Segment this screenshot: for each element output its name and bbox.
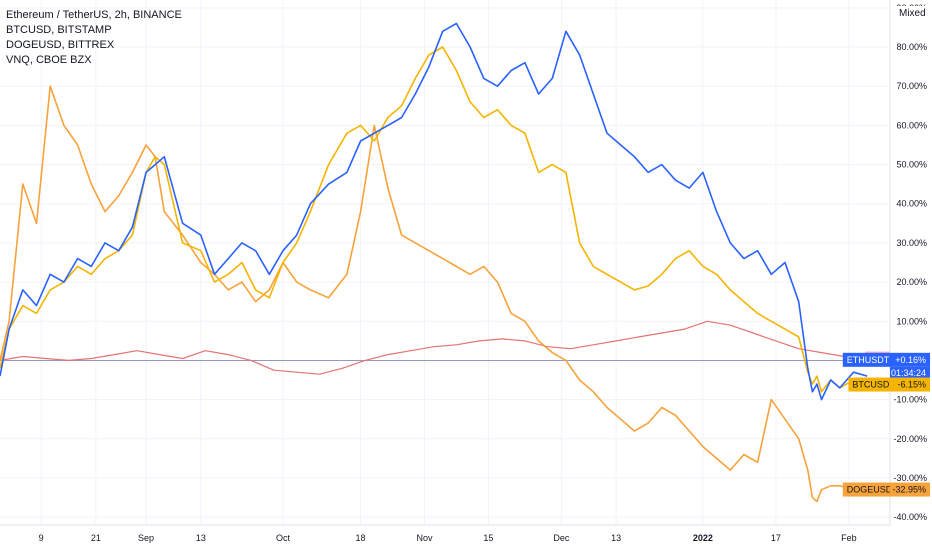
x-tick-label: 9: [39, 533, 44, 543]
y-tick-label: 50.00%: [896, 160, 927, 170]
y-tick-label: -10.00%: [893, 395, 927, 405]
badge-name-bg: [842, 482, 890, 497]
x-tick-label: 15: [483, 533, 493, 543]
x-tick-label: 17: [771, 533, 781, 543]
badge-name-bg: [848, 377, 890, 392]
x-tick-label: Feb: [841, 533, 857, 543]
y-tick-label: 40.00%: [896, 199, 927, 209]
x-tick-label: Oct: [276, 533, 291, 543]
badge-ethusdt: ETHUSDT +0.16% 01:34:24: [842, 352, 930, 379]
badge-name-text: BTCUSD: [852, 380, 890, 390]
y-tick-label: 20.00%: [896, 277, 927, 287]
y-tick-label: -30.00%: [893, 473, 927, 483]
x-tick-label: 21: [91, 533, 101, 543]
y-tick-label: 60.00%: [896, 120, 927, 130]
y-tick-label: 30.00%: [896, 238, 927, 248]
y-tick-label: 70.00%: [896, 81, 927, 91]
price-badges: VNQ+0.48%ETHUSDT+0.16%01:34:24BTCUSD-6.1…: [842, 351, 930, 497]
badge-name-text: DOGEUSD: [847, 485, 893, 495]
badge-value-bg: [890, 377, 930, 392]
series-lines: [0, 22, 868, 503]
y-tick-label: 10.00%: [896, 316, 927, 326]
countdown-text: 01:34:24: [891, 368, 926, 378]
series-line-dogeusd: [0, 85, 868, 503]
chart-legend: Ethereum / TetherUS, 2h, BINANCE BTCUSD,…: [6, 8, 182, 68]
x-tick-label: Dec: [553, 533, 570, 543]
badge-name-text: ETHUSDT: [847, 355, 890, 365]
badge-value-bg: [890, 352, 930, 367]
countdown-bg: [890, 366, 930, 379]
grid-lines: [0, 0, 890, 525]
badge-name-bg: [842, 352, 890, 367]
y-tick-label: -20.00%: [893, 434, 927, 444]
x-tick-label: 13: [611, 533, 621, 543]
x-tick-label: 13: [196, 533, 206, 543]
badge-value-text: -32.95%: [892, 485, 926, 495]
x-axis: 9 21 Sep 13 Oct 18 Nov 15 Dec 13 2022 17 Feb: [0, 524, 890, 543]
y-tick-label: 80.00%: [896, 42, 927, 52]
badge-value-text: +0.16%: [895, 355, 926, 365]
legend-dogeusd[interactable]: DOGEUSD, BITTREX: [6, 39, 115, 51]
x-tick-label: Nov: [416, 533, 433, 543]
y-tick-label: -40.00%: [893, 512, 927, 522]
x-tick-label: 2022: [693, 533, 713, 543]
scale-mode-button[interactable]: Mixed: [896, 6, 929, 22]
x-tick-label: 18: [356, 533, 366, 543]
badge-value-bg: [890, 482, 930, 497]
legend-vnq[interactable]: VNQ, CBOE BZX: [6, 54, 92, 66]
badge-btcusd: BTCUSD -6.15%: [848, 377, 930, 392]
badge-value-text: -6.15%: [897, 380, 926, 390]
series-line-ethusdt: [0, 22, 868, 401]
series-line-btcusd: [0, 46, 868, 393]
y-axis: 90.00%80.00%70.00%60.00%50.00%40.00%30.0…: [889, 0, 927, 525]
legend-main-symbol[interactable]: Ethereum / TetherUS, 2h, BINANCE: [6, 9, 182, 21]
series-line-vnq: [0, 320, 868, 375]
legend-btcusd[interactable]: BTCUSD, BITSTAMP: [6, 24, 112, 36]
badge-dogeusd: DOGEUSD -32.95%: [842, 482, 930, 497]
x-tick-label: Sep: [138, 533, 154, 543]
